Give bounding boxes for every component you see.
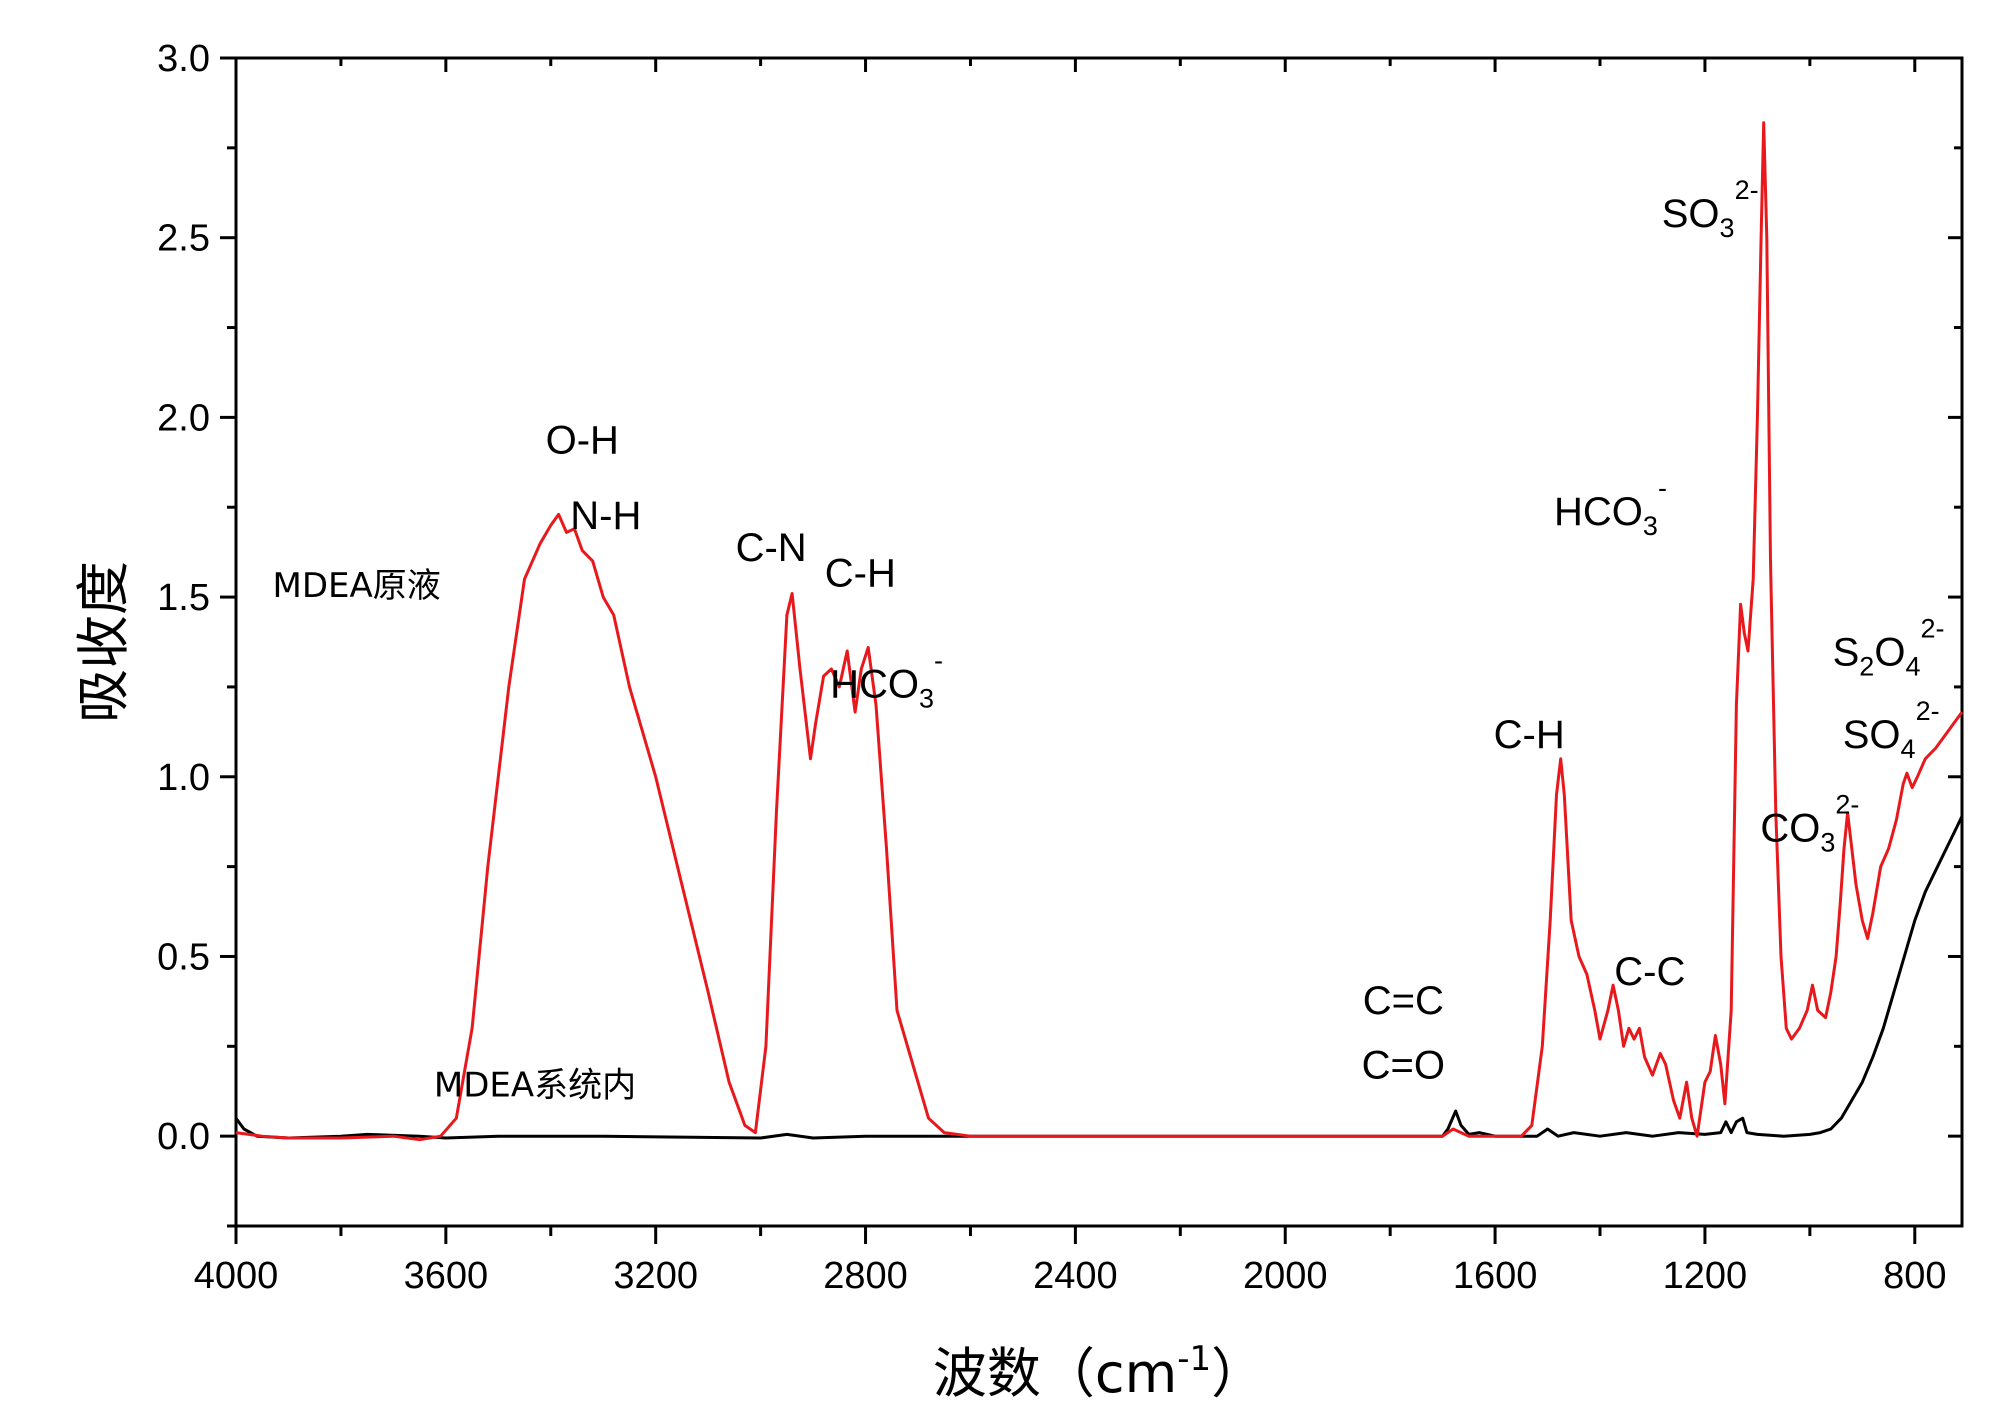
x-tick-label: 3200 [613, 1255, 698, 1297]
annotation-label: C=C [1363, 979, 1444, 1023]
annotation-label: C-C [1614, 950, 1685, 994]
x-tick-label: 1600 [1453, 1255, 1538, 1297]
plot-frame [234, 56, 1964, 1228]
series-layer [234, 121, 1964, 1142]
plot-area: 4000 3600 3200 2800 2400 2000 1600 1200 800 0.00… [157, 38, 1964, 1297]
annotation-layer: O-H N-H MDEA原液 MDEA系统内 C-N C-H HCO3- C=C C=O C-H C… [273, 175, 1945, 1106]
y-tick-label: 0.5 [157, 936, 210, 978]
x-axis-title-sup: -1 [1177, 1339, 1211, 1379]
y-axis-title: 吸收度 [72, 561, 135, 723]
annotation-label: MDEA原液 [273, 566, 441, 606]
x-axis: 4000 3600 3200 2800 2400 2000 1600 1200 800 [194, 58, 1946, 1297]
y-tick-label: 0.0 [157, 1116, 210, 1158]
x-tick-label: 4000 [194, 1255, 279, 1297]
y-tick-label: 1.5 [157, 577, 210, 619]
annotation-label: C-N [736, 526, 807, 570]
annotation-label: C-H [825, 551, 896, 595]
x-tick-label: 2800 [823, 1255, 908, 1297]
annotation-label: SO42- [1843, 696, 1940, 764]
annotation-label: C-H [1494, 713, 1565, 757]
x-tick-label: 1200 [1663, 1255, 1748, 1297]
annotation-label: SO32- [1662, 175, 1759, 243]
series-line [235, 121, 1964, 1142]
y-tick-label: 2.0 [157, 397, 210, 439]
annotation-label: C=O [1362, 1044, 1445, 1088]
y-tick-label: 3.0 [157, 38, 210, 80]
annotation-label: S2O42- [1833, 613, 1945, 681]
x-tick-label: 800 [1883, 1255, 1946, 1297]
y-tick-label: 1.0 [157, 757, 210, 799]
annotation-label: N-H [570, 494, 641, 538]
x-axis-title-end: ） [1211, 1342, 1265, 1405]
x-axis-title: 波数（cm-1） [933, 1339, 1265, 1405]
x-tick-label: 3600 [404, 1255, 489, 1297]
annotation-label: HCO3- [830, 646, 943, 714]
x-tick-label: 2400 [1033, 1255, 1118, 1297]
annotation-label: MDEA系统内 [434, 1066, 636, 1106]
annotation-label: O-H [546, 418, 619, 462]
x-tick-label: 2000 [1243, 1255, 1328, 1297]
x-axis-title-main: 波数（cm [933, 1342, 1177, 1405]
series-line [234, 815, 1964, 1140]
y-axis: 0.0 0.5 1.0 1.5 2.0 2.5 3.0 [157, 38, 1962, 1228]
annotation-label: HCO3- [1554, 473, 1667, 541]
y-tick-label: 2.5 [157, 218, 210, 260]
annotation-label: CO32- [1760, 789, 1859, 857]
